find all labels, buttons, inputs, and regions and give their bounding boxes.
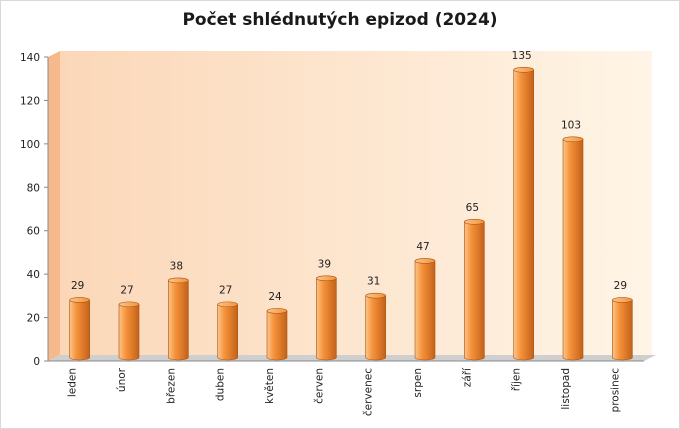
bar-cap xyxy=(266,308,288,314)
data-label: 27 xyxy=(120,284,133,296)
bar-cap xyxy=(365,292,386,299)
bar-cap xyxy=(69,297,90,303)
data-label: 135 xyxy=(512,50,532,62)
bar xyxy=(118,301,140,361)
data-label: 29 xyxy=(71,280,84,292)
bar-cap xyxy=(513,67,534,73)
bar xyxy=(316,275,337,361)
bar xyxy=(365,292,386,361)
bar-body xyxy=(168,280,189,361)
x-tick-label: květen xyxy=(264,368,276,404)
bar-body xyxy=(316,278,337,361)
bar-cap xyxy=(168,277,189,284)
bar-cap xyxy=(612,297,633,303)
bar-body xyxy=(464,221,485,361)
bar-body xyxy=(365,295,386,361)
y-tick-label: 140 xyxy=(20,52,40,64)
x-tick-label: říjen xyxy=(511,368,523,391)
bar-body xyxy=(217,304,238,361)
bar xyxy=(562,136,584,361)
data-label: 27 xyxy=(219,284,232,296)
x-tick-label: červen xyxy=(313,368,325,404)
data-label: 24 xyxy=(268,291,282,303)
bar xyxy=(168,277,189,361)
x-tick-label: listopad xyxy=(560,368,572,410)
x-tick-label: březen xyxy=(165,368,177,404)
bar xyxy=(266,308,288,361)
data-label: 65 xyxy=(466,202,479,214)
chart-title: Počet shlédnutých epizod (2024) xyxy=(182,10,498,30)
bar-cap xyxy=(316,275,337,282)
data-label: 29 xyxy=(614,280,627,292)
bar-body xyxy=(414,260,436,361)
bar xyxy=(217,301,238,361)
x-tick-label: únor xyxy=(116,367,128,392)
data-label: 39 xyxy=(318,258,331,270)
bar-cap xyxy=(217,301,238,308)
bar-body xyxy=(266,310,288,361)
x-tick-label: srpen xyxy=(412,368,424,398)
x-tick-label: červenec xyxy=(363,368,375,416)
bar-cap xyxy=(562,136,584,143)
data-label: 47 xyxy=(416,241,429,253)
bar xyxy=(612,297,633,361)
data-label: 31 xyxy=(367,276,380,288)
bar-cap xyxy=(118,301,140,308)
y-tick-label: 0 xyxy=(33,356,40,368)
data-label: 103 xyxy=(561,119,581,131)
plot-floor xyxy=(48,355,656,361)
plot-back-wall xyxy=(60,51,652,355)
bar xyxy=(513,67,534,361)
y-tick-label: 80 xyxy=(27,182,40,194)
y-tick-label: 120 xyxy=(20,95,40,107)
bar xyxy=(69,297,90,361)
bar-cap xyxy=(414,258,436,264)
x-tick-label: prosinec xyxy=(609,368,621,413)
bar xyxy=(414,258,436,361)
x-tick-label: září xyxy=(461,367,473,387)
bar-body xyxy=(118,304,140,361)
x-tick-label: leden xyxy=(67,368,79,397)
bar-body xyxy=(612,299,633,361)
bar-body xyxy=(562,139,584,361)
bar-cap xyxy=(464,219,485,225)
plot-side-wall xyxy=(48,51,60,361)
y-tick-label: 60 xyxy=(27,226,40,238)
y-tick-label: 40 xyxy=(27,269,40,281)
y-tick-label: 20 xyxy=(27,313,40,325)
y-tick-label: 100 xyxy=(20,139,40,151)
bar xyxy=(464,219,485,361)
bar-body xyxy=(513,69,534,361)
x-tick-label: duben xyxy=(215,368,227,401)
bar-body xyxy=(69,299,90,361)
data-label: 38 xyxy=(170,260,183,272)
